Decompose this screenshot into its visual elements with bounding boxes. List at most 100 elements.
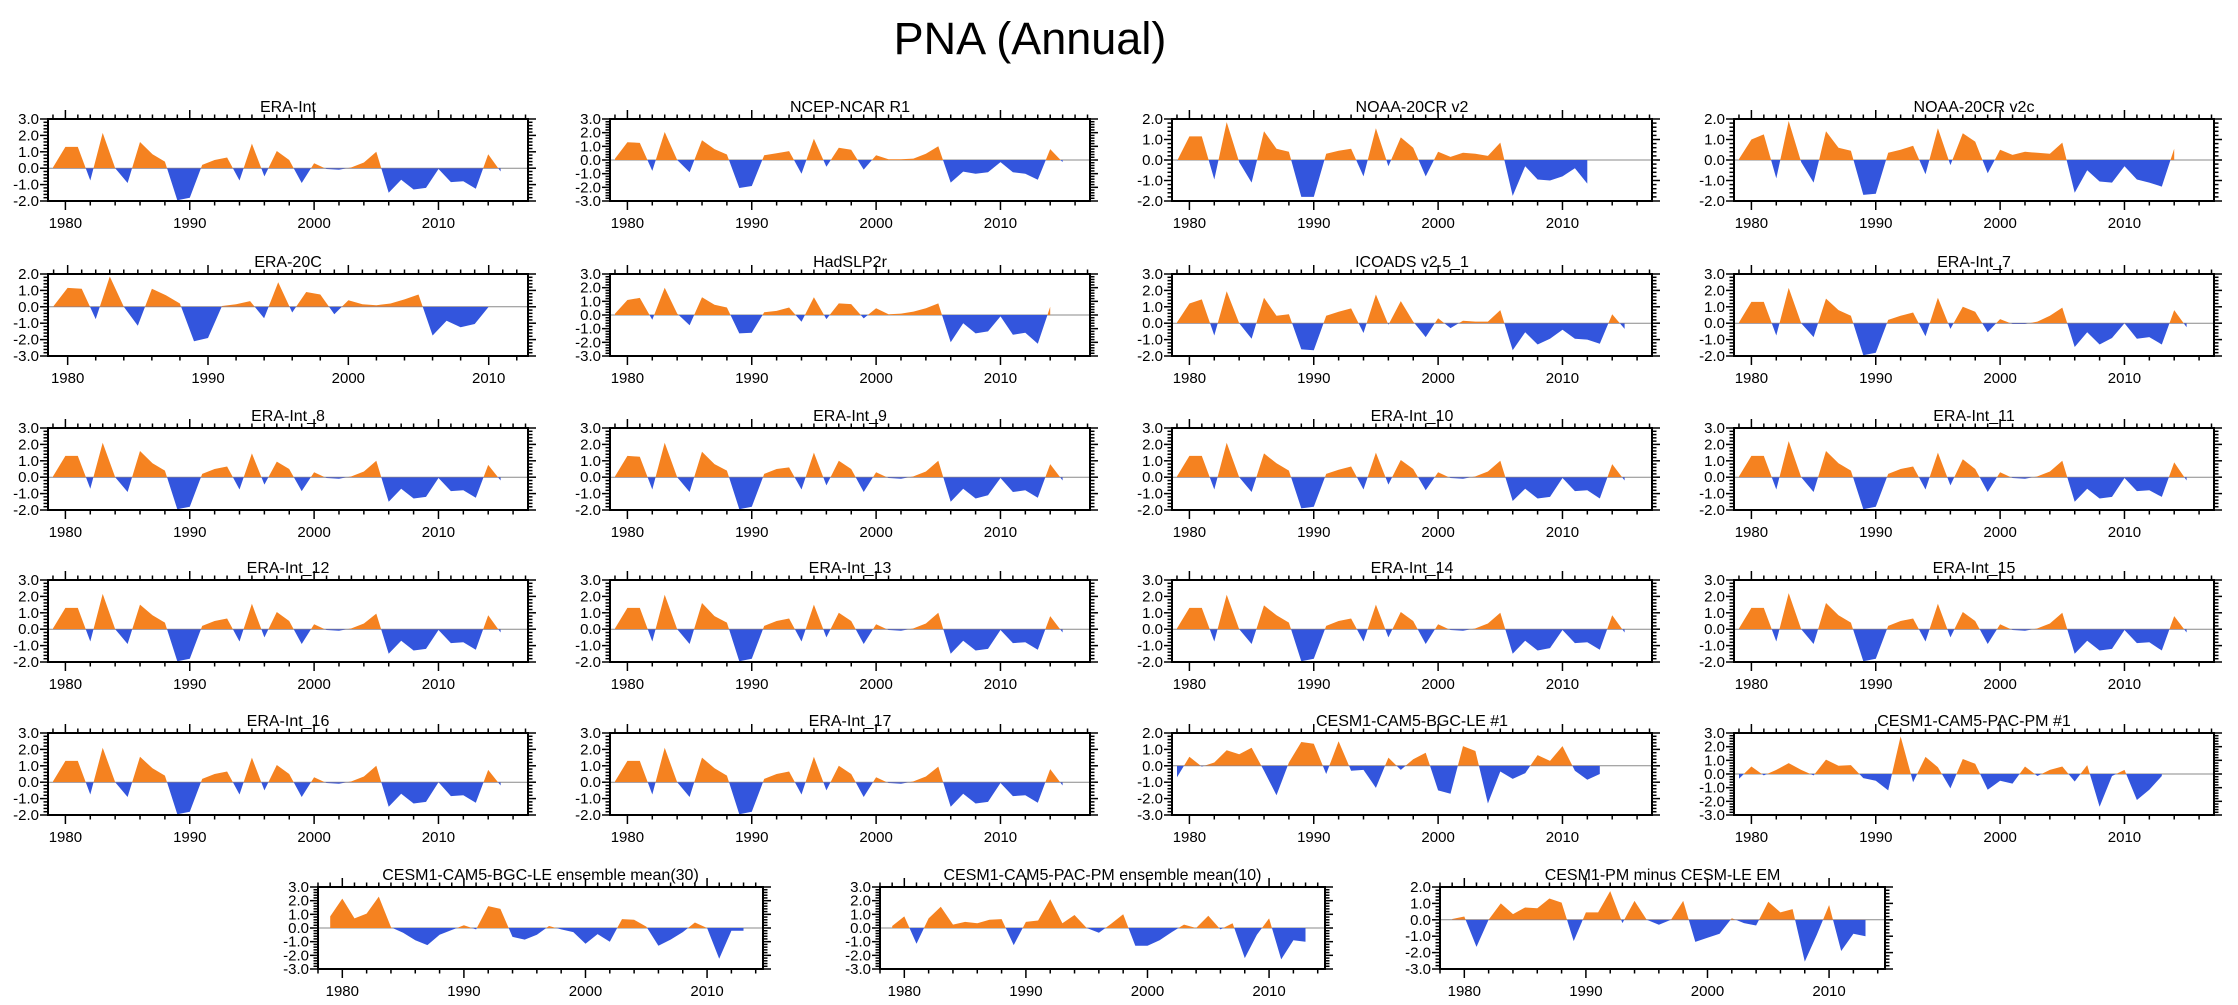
y-axis-labels: -3.0-2.0-1.00.01.02.03.0 <box>283 879 309 978</box>
y-axis-labels: -2.0-1.00.01.02.03.0 <box>13 725 39 824</box>
y-axis-ticks <box>602 427 1098 511</box>
y-tick-label: 2.0 <box>18 588 39 605</box>
y-tick-label: 3.0 <box>1142 572 1163 589</box>
x-tick-label: 1980 <box>611 524 644 541</box>
y-tick-label: -1.0 <box>1137 774 1163 791</box>
y-tick-label: -1.0 <box>1699 173 1725 190</box>
y-tick-label: -2.0 <box>13 332 39 349</box>
y-tick-label: 1.0 <box>1704 453 1725 470</box>
chart-panel: -2.0-1.00.01.02.03.0 1980 1990 2000 2010 ERA-… <box>1699 254 2222 387</box>
negative-area <box>1739 160 2175 195</box>
y-tick-label: 1.0 <box>18 144 39 161</box>
x-axis-ticks <box>52 571 527 671</box>
y-tick-label: 0.0 <box>580 774 601 791</box>
x-tick-label: 2010 <box>422 829 455 846</box>
x-axis-ticks <box>1738 724 2213 824</box>
plot-frame <box>1171 732 1653 816</box>
x-axis-ticks <box>52 110 527 210</box>
panel-title: ERA-Int_8 <box>251 408 325 425</box>
positive-area <box>1177 442 1625 478</box>
positive-area <box>53 442 501 478</box>
y-tick-label: 3.0 <box>580 111 601 128</box>
panel-title: ERA-Int_15 <box>1933 560 2016 577</box>
y-tick-label: 2.0 <box>18 266 39 283</box>
y-axis-ticks <box>310 886 771 970</box>
negative-area <box>1210 323 1625 351</box>
x-tick-label: 2000 <box>1421 524 1454 541</box>
y-tick-label: -2.0 <box>845 947 871 964</box>
y-tick-label: 0.0 <box>18 621 39 638</box>
y-tick-label: -2.0 <box>575 654 601 671</box>
x-axis-labels: 1980 1990 2000 2010 <box>1735 829 2141 846</box>
plot-frame <box>47 732 529 816</box>
x-axis-ticks <box>879 878 1319 978</box>
x-tick-label: 2000 <box>859 676 892 693</box>
negative-area <box>647 782 1063 815</box>
y-axis-labels: -2.0-1.00.01.02.03.0 <box>1137 420 1163 519</box>
y-tick-label: -1.0 <box>575 321 601 338</box>
x-tick-label: 2000 <box>1421 370 1454 387</box>
positive-area <box>615 442 1063 478</box>
y-tick-label: 2.0 <box>288 893 309 910</box>
y-tick-label: 2.0 <box>1704 111 1725 128</box>
x-tick-label: 2010 <box>1546 676 1579 693</box>
y-tick-label: -1.0 <box>1137 173 1163 190</box>
x-axis-labels: 1980 1990 2000 2010 <box>611 829 1017 846</box>
x-tick-label: 2010 <box>984 370 1017 387</box>
x-axis-labels: 1980 1990 2000 2010 <box>611 370 1017 387</box>
y-tick-label: -2.0 <box>13 654 39 671</box>
y-tick-label: 0.0 <box>288 920 309 937</box>
panel-title: CESM1-CAM5-PAC-PM #1 <box>1877 713 2071 730</box>
y-tick-label: 2.0 <box>1704 588 1725 605</box>
y-axis-ticks <box>602 118 1098 202</box>
positive-area <box>1177 122 1588 160</box>
y-tick-label: 3.0 <box>1704 725 1725 742</box>
panel-title: ERA-Int_13 <box>809 560 892 577</box>
x-tick-label: 1990 <box>735 829 768 846</box>
positive-area <box>1739 287 2187 324</box>
positive-area <box>892 899 1306 928</box>
y-axis-labels: -2.0-1.00.01.02.03.0 <box>1699 572 1725 671</box>
y-tick-label: -2.0 <box>1699 193 1725 210</box>
panel-title: ICOADS v2.5_1 <box>1355 254 1469 271</box>
x-tick-label: 1990 <box>173 524 206 541</box>
x-axis-ticks <box>1738 110 2213 210</box>
plot-frame <box>47 118 529 202</box>
x-tick-label: 1980 <box>51 370 84 387</box>
negative-area <box>892 928 1306 960</box>
y-tick-label: 0.0 <box>18 774 39 791</box>
x-axis-labels: 1980 1990 2000 2010 <box>51 370 505 387</box>
y-tick-label: 1.0 <box>18 282 39 299</box>
x-tick-label: 2000 <box>1983 215 2016 232</box>
negative-area <box>1771 323 2187 356</box>
y-tick-label: 3.0 <box>18 725 39 742</box>
x-tick-label: 1990 <box>1569 983 1602 1000</box>
panel-title: ERA-Int_9 <box>813 408 887 425</box>
chart-panel: -3.0-2.0-1.00.01.02.0 1980 1990 2000 2010 CES… <box>1405 867 1893 1000</box>
x-tick-label: 1980 <box>888 983 921 1000</box>
y-axis-labels: -3.0-2.0-1.00.01.02.0 <box>1405 879 1431 978</box>
plot-frame <box>609 427 1091 511</box>
y-tick-label: -1.0 <box>1137 486 1163 503</box>
y-tick-label: 1.0 <box>1142 453 1163 470</box>
y-axis-ticks <box>1726 732 2222 816</box>
x-axis-ticks <box>52 419 527 519</box>
y-tick-label: -3.0 <box>1137 807 1163 824</box>
x-tick-label: 2010 <box>1546 524 1579 541</box>
x-axis-labels: 1980 1990 2000 2010 <box>49 676 455 693</box>
y-tick-label: 1.0 <box>580 758 601 775</box>
x-tick-label: 2010 <box>422 215 455 232</box>
y-tick-label: -2.0 <box>1699 348 1725 365</box>
y-tick-label: 3.0 <box>1142 266 1163 283</box>
plot-frame <box>1439 886 1886 970</box>
y-tick-label: -2.0 <box>1699 654 1725 671</box>
positive-area <box>330 896 744 928</box>
y-tick-label: 1.0 <box>18 758 39 775</box>
panel-title: ERA-Int_10 <box>1371 408 1454 425</box>
chart-panel: -3.0-2.0-1.00.01.02.03.0 1980 1990 2000 2010… <box>1699 713 2222 846</box>
x-axis-ticks <box>1176 110 1651 210</box>
x-tick-label: 2000 <box>569 983 602 1000</box>
y-tick-label: 2.0 <box>1142 111 1163 128</box>
y-tick-label: 0.0 <box>1142 152 1163 169</box>
chart-panel: -2.0-1.00.01.02.03.0 1980 1990 2000 2010 ERA-… <box>575 408 1098 541</box>
